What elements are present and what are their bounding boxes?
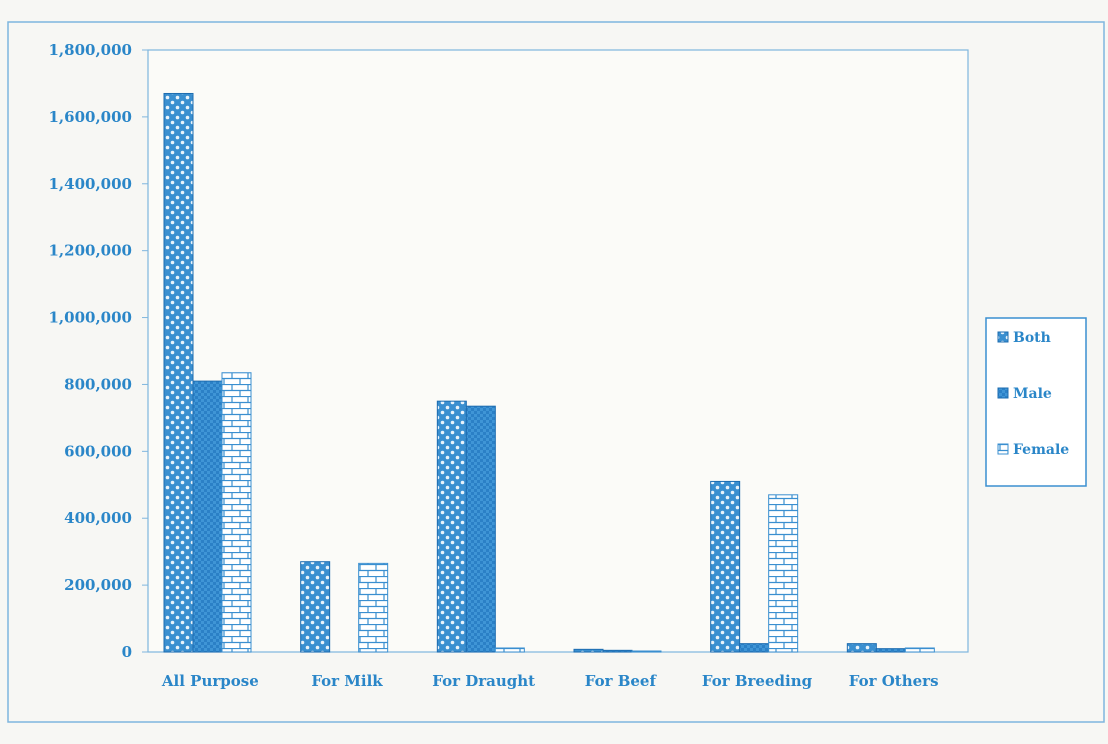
y-axis: 0 200,000 400,000 600,000 800,000 1,000,000 1,… [48,41,148,661]
bar-male [875,648,906,653]
bar-both [573,648,604,653]
y-tick-label: 1,200,000 [48,242,132,260]
bar-both [846,643,877,653]
legend-swatch-both [997,331,1009,343]
legend-label: Male [1013,386,1052,402]
legend-label: Female [1013,442,1069,458]
y-tick-label: 600,000 [64,442,132,460]
bar-female [904,647,935,653]
bar-female [494,647,525,653]
bars-group [163,92,935,653]
x-tick-label: For Beef [585,672,658,690]
bar-male [192,380,223,653]
y-tick-label: 0 [122,643,132,661]
y-tick-label: 1,800,000 [48,41,132,59]
y-tick-label: 800,000 [64,375,132,393]
y-tick-label: 1,000,000 [48,309,132,327]
legend-label: Both [1013,330,1051,346]
bar-female [358,562,389,653]
y-tick-label: 400,000 [64,509,132,527]
bar-female [631,650,662,653]
legend-swatch-female [997,443,1009,455]
bar-both [163,92,194,653]
bar-both [710,480,741,653]
x-tick-label: For Others [849,672,939,690]
legend-items: Both Male Female [997,330,1069,458]
bar-female [768,494,799,653]
y-tick-label: 200,000 [64,576,132,594]
bar-male [465,405,496,653]
legend: Both Male Female [985,317,1087,487]
x-axis: All Purpose For Milk For Draught For Beef Fo… [161,672,939,690]
y-tick-label: 1,400,000 [48,175,132,193]
bar-both [436,400,467,653]
x-tick-label: All Purpose [161,672,259,690]
bar-male [602,649,633,653]
plot-area [147,49,969,653]
bar-female [221,372,252,653]
bar-both [300,561,331,653]
legend-swatch-male [997,387,1009,399]
bar-male [739,643,770,653]
legend-box [985,317,1087,487]
chart-frame [7,21,1105,723]
y-tick-label: 1,600,000 [48,108,132,126]
x-tick-label: For Draught [432,672,535,690]
x-tick-label: For Breeding [702,672,813,690]
x-tick-label: For Milk [311,672,383,690]
